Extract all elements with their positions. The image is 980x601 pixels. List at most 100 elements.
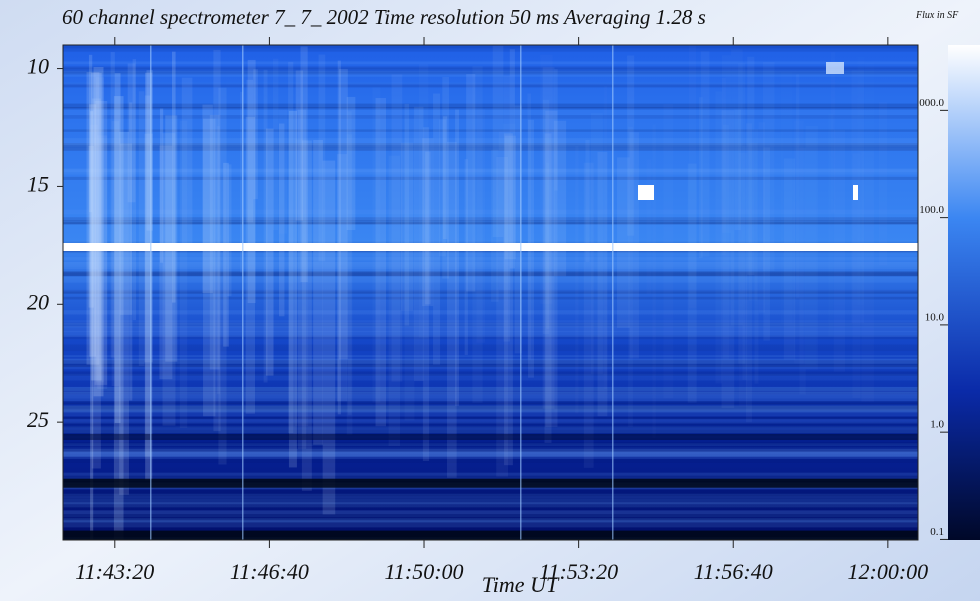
texture-band <box>63 411 918 417</box>
texture-band <box>63 392 918 399</box>
texture-band <box>63 494 918 498</box>
texture-band <box>63 426 918 434</box>
texture-streak <box>504 133 513 466</box>
x-tick-label: 11:50:00 <box>385 559 464 584</box>
texture-streak <box>144 95 151 457</box>
texture-spot <box>853 185 858 200</box>
texture-spot <box>638 185 654 200</box>
texture-streak <box>597 151 608 417</box>
spectrogram <box>63 45 918 540</box>
texture-band <box>63 429 918 436</box>
texture-streak <box>442 76 449 279</box>
texture-streak <box>247 59 256 304</box>
spectrogram-image <box>63 45 918 540</box>
texture-band <box>63 291 918 294</box>
texture-band <box>63 447 918 451</box>
texture-band <box>63 145 918 151</box>
texture-band <box>63 143 918 147</box>
texture-vline <box>150 45 152 540</box>
texture-streak <box>88 145 94 308</box>
texture-band <box>63 217 918 222</box>
texture-band <box>63 355 918 358</box>
texture-streak <box>446 141 457 478</box>
y-tick-label: 15 <box>27 171 49 196</box>
texture-streak <box>466 73 476 292</box>
texture-band <box>63 72 918 75</box>
texture-streak <box>545 110 558 427</box>
x-tick-label: 12:00:00 <box>848 559 929 584</box>
texture-streak <box>491 149 499 302</box>
texture-streak <box>223 162 229 347</box>
texture-band <box>63 61 918 65</box>
texture-streak <box>663 104 673 398</box>
texture-band <box>63 365 918 370</box>
texture-band <box>63 406 918 411</box>
texture-streak <box>119 131 129 495</box>
texture-streak <box>721 110 735 409</box>
texture-band <box>63 371 918 376</box>
texture-streak <box>763 62 775 271</box>
y-tick-label: 10 <box>27 54 49 79</box>
texture-band <box>63 257 918 261</box>
texture-streak <box>300 46 308 283</box>
texture-streak <box>627 55 635 236</box>
texture-band <box>63 289 918 293</box>
texture-streak <box>504 135 516 260</box>
texture-band <box>63 266 918 269</box>
texture-band <box>63 344 918 352</box>
texture-streak <box>337 60 341 415</box>
texture-streak <box>110 52 115 358</box>
texture-streak <box>179 120 188 428</box>
texture-streak <box>138 91 145 366</box>
texture-streak <box>401 142 414 311</box>
texture-streak <box>439 119 446 257</box>
texture-band <box>63 442 918 446</box>
texture-band <box>63 416 918 420</box>
texture-streak <box>346 134 353 435</box>
texture-streak <box>227 164 232 297</box>
texture-streak <box>278 123 285 317</box>
y-tick-label: 20 <box>27 289 49 314</box>
texture-band <box>63 240 918 244</box>
texture-band <box>63 296 918 300</box>
texture-band <box>63 310 918 315</box>
texture-streak <box>647 159 652 294</box>
texture-band <box>63 496 918 503</box>
texture-streak <box>794 121 804 364</box>
texture-band <box>63 438 918 445</box>
texture-streak <box>433 93 441 365</box>
texture-streak <box>492 45 504 238</box>
texture-streak <box>339 68 348 360</box>
texture-streak <box>218 87 227 465</box>
texture-band <box>63 222 918 225</box>
colorbar-tick-label: 1.0 <box>930 419 944 431</box>
texture-band <box>63 322 918 328</box>
texture-streak <box>298 109 307 449</box>
texture-streak <box>346 96 356 231</box>
texture-streak <box>442 116 448 240</box>
texture-spot <box>826 62 844 74</box>
texture-band <box>63 517 918 520</box>
texture-band <box>63 517 918 523</box>
texture-streak <box>542 67 555 409</box>
texture-streak <box>496 156 509 477</box>
texture-streak <box>477 109 486 343</box>
texture-band <box>63 320 918 325</box>
texture-streak <box>288 110 297 468</box>
texture-streak <box>301 140 312 491</box>
texture-streak <box>583 162 594 468</box>
texture-streak <box>86 72 100 365</box>
colorbar-group: 0.1 1.0 10.0 100.0 1000.0 <box>914 97 948 540</box>
texture-band <box>63 387 918 395</box>
texture-band <box>63 359 918 364</box>
texture-streak <box>542 99 550 335</box>
texture-streak <box>604 86 607 389</box>
texture-streak <box>715 91 722 383</box>
texture-band <box>63 390 918 393</box>
texture-streak <box>781 72 792 325</box>
texture-band <box>63 475 918 478</box>
texture-streak <box>699 97 703 259</box>
texture-band <box>63 448 918 454</box>
plot-frame <box>62 44 919 541</box>
